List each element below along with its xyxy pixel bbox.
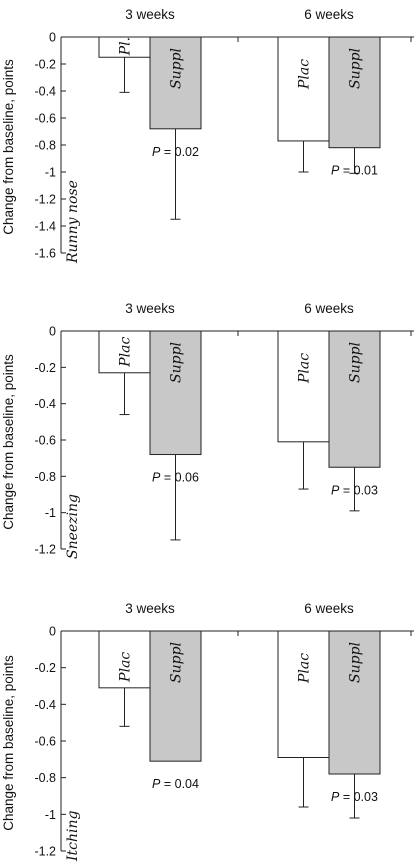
p-value-label: P = 0.04 — [152, 777, 199, 791]
p-value-label: P = 0.01 — [331, 164, 378, 178]
bar-name-label: Suppl — [348, 642, 364, 683]
bar-name-label: Plac — [118, 652, 134, 683]
p-value-label: P = 0.03 — [331, 790, 378, 804]
p-symbol: P — [152, 471, 161, 485]
bar-name-label: Suppl — [348, 48, 364, 89]
bar-supplement — [328, 630, 381, 775]
y-tick-label: -0.6 — [34, 112, 56, 126]
p-value-text: = 0.02 — [160, 145, 199, 159]
y-tick-label: -0.8 — [34, 139, 56, 153]
bar-name-label: Plac — [297, 653, 313, 684]
category-label: 6 weeks — [304, 7, 354, 22]
y-tick-label: -0.2 — [34, 58, 56, 72]
y-axis-title: Change from baseline, points — [1, 354, 16, 530]
p-symbol: P — [331, 483, 340, 497]
y-tick-label: -1 — [45, 808, 56, 822]
y-tick-label: -0.4 — [34, 397, 56, 411]
p-value-text: = 0.03 — [339, 483, 378, 497]
p-symbol: P — [331, 790, 340, 804]
y-tick-label: -0.6 — [34, 735, 56, 749]
bar-placebo — [277, 330, 330, 443]
y-tick-label: -1 — [45, 506, 56, 520]
bar-name-label: Pl. — [118, 37, 134, 56]
chart-panel-2: 0 -0.2 -0.4 -0.6 -0.8 -1 -1.2 Change from basel… — [1, 301, 414, 559]
bar-supplement — [328, 36, 381, 149]
y-tick-label: -1 — [45, 166, 56, 180]
bar-name-label: Plac — [118, 337, 134, 368]
p-value-label: P = 0.02 — [152, 145, 199, 159]
chart-panel-3: 0 -0.2 -0.4 -0.6 -0.8 -1 -1.2 Change from basel… — [1, 601, 414, 862]
category-label: 6 weeks — [304, 601, 354, 616]
category-label: 3 weeks — [125, 301, 175, 316]
p-value-label: P = 0.03 — [331, 483, 378, 497]
y-tick-label: -0.4 — [34, 85, 56, 99]
bar-placebo — [98, 630, 151, 689]
y-tick-label: -0.4 — [34, 698, 56, 712]
p-symbol: P — [152, 777, 161, 791]
p-symbol: P — [331, 164, 340, 178]
bar-name-label: Suppl — [169, 642, 185, 683]
bar-name-label: Plac — [297, 59, 313, 90]
y-tick-label: -0.2 — [34, 361, 56, 375]
p-value-text: = 0.01 — [339, 164, 378, 178]
category-label: 3 weeks — [125, 601, 175, 616]
panel-tag-label: Runny nose — [65, 180, 81, 264]
panel-tag-label: Itching — [65, 810, 81, 862]
category-label: 6 weeks — [304, 301, 354, 316]
chart-panel-1: 0 -0.2 -0.4 -0.6 -0.8 -1 -1.2 -1.4 -1.6 Change fr… — [1, 7, 414, 264]
y-axis-title: Change from baseline, points — [1, 59, 16, 235]
y-tick-label: -1.2 — [34, 845, 56, 859]
bar-supplement — [149, 630, 202, 762]
y-tick-label: -0.8 — [34, 771, 56, 785]
y-tick-label: -0.8 — [34, 470, 56, 484]
y-tick-label: -0.2 — [34, 661, 56, 675]
y-tick-label: -1.6 — [34, 247, 56, 261]
bar-supplement — [328, 330, 381, 468]
bar-name-label: Plac — [297, 353, 313, 384]
p-symbol: P — [152, 145, 161, 159]
p-value-text: = 0.04 — [160, 777, 199, 791]
y-tick-label: -1.2 — [34, 193, 56, 207]
p-value-text: = 0.03 — [339, 790, 378, 804]
y-tick-label: 0 — [49, 325, 56, 339]
category-label: 3 weeks — [125, 7, 175, 22]
bar-placebo — [277, 36, 330, 142]
bar-name-label: Suppl — [348, 342, 364, 383]
y-axis-title: Change from baseline, points — [1, 655, 16, 831]
bar-name-label: Suppl — [169, 342, 185, 383]
y-tick-label: -1.2 — [34, 543, 56, 557]
p-value-text: = 0.06 — [160, 471, 199, 485]
panel-tag-label: Sneezing — [65, 494, 81, 559]
bar-placebo — [277, 630, 330, 758]
y-tick-label: 0 — [49, 625, 56, 639]
bar-name-label: Suppl — [169, 48, 185, 89]
y-tick-label: -1.4 — [34, 220, 56, 234]
y-tick-label: -0.6 — [34, 434, 56, 448]
bar-supplement — [149, 330, 202, 456]
p-value-label: P = 0.06 — [152, 471, 199, 485]
y-tick-label: 0 — [49, 31, 56, 45]
